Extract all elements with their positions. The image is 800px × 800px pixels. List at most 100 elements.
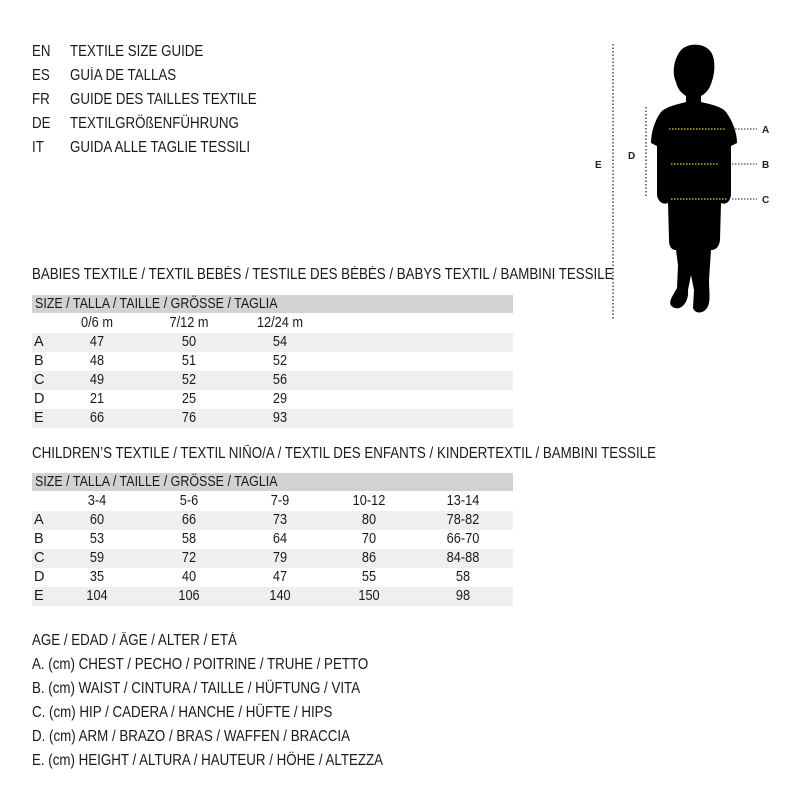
legend-item: D. (cm) ARM / BRAZO / BRAS / WAFFEN / BR… — [32, 728, 350, 745]
language-code: DE — [32, 115, 51, 132]
table-cell: 25 — [181, 391, 197, 407]
language-title: TEXTILGRÖßENFÜHRUNG — [70, 115, 239, 132]
table-cell: 48 — [89, 353, 105, 369]
table-cell: 56 — [272, 372, 288, 388]
table-cell: 64 — [272, 531, 288, 547]
table-cell: 21 — [89, 391, 105, 407]
column-header: 10-12 — [352, 493, 386, 509]
label-e: E — [595, 160, 602, 171]
table-cell: 47 — [89, 334, 105, 350]
table-cell: 58 — [181, 531, 197, 547]
table-cell: 55 — [361, 569, 377, 585]
table-cell: 70 — [361, 531, 377, 547]
column-header: 7-9 — [270, 493, 290, 509]
table-cell: 80 — [361, 512, 377, 528]
table-cell: 40 — [181, 569, 197, 585]
table-cell: 140 — [269, 588, 291, 604]
column-header: 0/6 m — [81, 315, 113, 331]
legend-item: B. (cm) WAIST / CINTURA / TAILLE / HÜFTU… — [32, 680, 361, 697]
babies-title: BABIES TEXTILE / TEXTIL BEBÉS / TESTILE … — [32, 266, 614, 283]
table-cell: 53 — [89, 531, 105, 547]
row-label: B — [34, 353, 44, 369]
language-title: GUIDE DES TAILLES TEXTILE — [70, 91, 257, 108]
silhouette — [651, 44, 737, 313]
row-label: B — [34, 531, 44, 547]
table-row: B 48 51 52 — [32, 352, 513, 371]
table-row: C 59 72 79 86 84-88 — [32, 549, 513, 568]
table-row: B 53 58 64 70 66-70 — [32, 530, 513, 549]
table-cell: 98 — [455, 588, 471, 604]
column-header-row: 3-4 5-6 7-9 10-12 13-14 — [32, 492, 513, 511]
table-cell: 49 — [89, 372, 105, 388]
column-header: 12/24 m — [256, 315, 304, 331]
table-cell: 47 — [272, 569, 288, 585]
language-code: FR — [32, 91, 50, 108]
table-row: D 21 25 29 — [32, 390, 513, 409]
column-header: 5-6 — [179, 493, 199, 509]
label-d: D — [628, 151, 635, 162]
table-cell: 150 — [358, 588, 380, 604]
table-row: E 104 106 140 150 98 — [32, 587, 513, 606]
table-cell: 66-70 — [446, 531, 480, 547]
language-title: GUIDA ALLE TAGLIE TESSILI — [70, 139, 251, 156]
table-row: C 49 52 56 — [32, 371, 513, 390]
table-cell: 29 — [272, 391, 288, 407]
table-cell: 58 — [455, 569, 471, 585]
table-cell: 66 — [89, 410, 105, 426]
label-b: B — [762, 160, 769, 171]
children-title: CHILDREN’S TEXTILE / TEXTIL NIÑO/A / TEX… — [32, 445, 656, 462]
size-header: SIZE / TALLA / TAILLE / GRÖSSE / TAGLIA — [35, 296, 278, 312]
label-a: A — [762, 125, 769, 136]
language-title: TEXTILE SIZE GUIDE — [70, 43, 204, 60]
table-cell: 35 — [89, 569, 105, 585]
language-code: ES — [32, 67, 50, 84]
table-cell: 104 — [86, 588, 108, 604]
table-cell: 93 — [272, 410, 288, 426]
legend-item: C. (cm) HIP / CADERA / HANCHE / HÜFTE / … — [32, 704, 333, 721]
row-label: A — [34, 334, 44, 350]
table-row: A 47 50 54 — [32, 333, 513, 352]
table-cell: 78-82 — [446, 512, 480, 528]
column-header: 7/12 m — [169, 315, 209, 331]
language-title: GUÍA DE TALLAS — [70, 67, 177, 84]
row-label: D — [34, 391, 45, 407]
language-code: IT — [32, 139, 44, 156]
size-header-bar: SIZE / TALLA / TAILLE / GRÖSSE / TAGLIA — [32, 473, 513, 491]
table-row: D 35 40 47 55 58 — [32, 568, 513, 587]
language-code: EN — [32, 43, 51, 60]
row-label: E — [34, 410, 44, 426]
row-label: A — [34, 512, 44, 528]
table-cell: 59 — [89, 550, 105, 566]
table-cell: 79 — [272, 550, 288, 566]
column-header: 3-4 — [87, 493, 107, 509]
legend-item: A. (cm) CHEST / PECHO / POITRINE / TRUHE… — [32, 656, 369, 673]
table-cell: 86 — [361, 550, 377, 566]
table-cell: 76 — [181, 410, 197, 426]
table-cell: 52 — [181, 372, 197, 388]
size-header-bar: SIZE / TALLA / TAILLE / GRÖSSE / TAGLIA — [32, 295, 513, 313]
table-row: E 66 76 93 — [32, 409, 513, 428]
legend-item: E. (cm) HEIGHT / ALTURA / HAUTEUR / HÖHE… — [32, 752, 384, 769]
table-cell: 72 — [181, 550, 197, 566]
table-cell: 60 — [89, 512, 105, 528]
row-label: D — [34, 569, 45, 585]
row-label: C — [34, 372, 45, 388]
table-cell: 51 — [181, 353, 197, 369]
size-header: SIZE / TALLA / TAILLE / GRÖSSE / TAGLIA — [35, 474, 278, 490]
table-cell: 52 — [272, 353, 288, 369]
table-row: A 60 66 73 80 78-82 — [32, 511, 513, 530]
table-cell: 54 — [272, 334, 288, 350]
label-c: C — [762, 195, 769, 206]
table-cell: 106 — [178, 588, 200, 604]
column-header-row: 0/6 m 7/12 m 12/24 m — [32, 314, 513, 333]
table-cell: 73 — [272, 512, 288, 528]
column-header: 13-14 — [446, 493, 480, 509]
table-cell: 50 — [181, 334, 197, 350]
legend-item: AGE / EDAD / ÂGE / ALTER / ETÀ — [32, 632, 237, 649]
child-silhouette-figure: A B C D E — [595, 44, 769, 320]
table-cell: 66 — [181, 512, 197, 528]
row-label: C — [34, 550, 45, 566]
row-label: E — [34, 588, 44, 604]
table-cell: 84-88 — [446, 550, 480, 566]
